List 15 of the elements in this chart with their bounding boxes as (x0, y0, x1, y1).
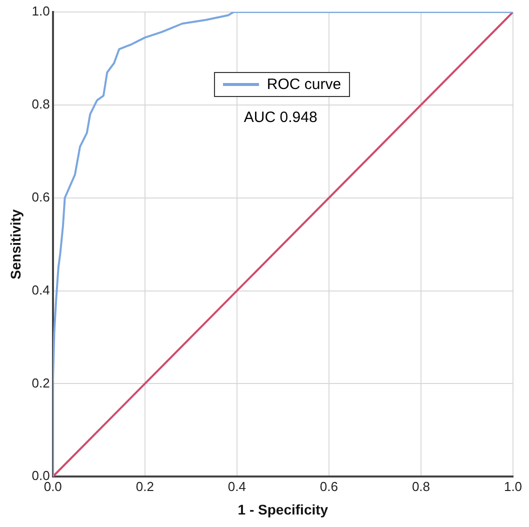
y-tick-label: 0.2 (32, 375, 50, 390)
legend-label: ROC curve (266, 76, 342, 94)
y-tick-label: 0.8 (32, 96, 50, 112)
x-axis-title: 1 - Specificity (238, 501, 328, 518)
y-tick-label: 0.0 (32, 468, 50, 484)
x-tick-label: 0.2 (136, 478, 154, 494)
annotation: AUC 0.948 (244, 109, 318, 126)
y-tick-label: 0.4 (32, 282, 50, 298)
x-tick-label: 0.8 (412, 478, 430, 494)
y-axis-title: Sensitivity (7, 209, 24, 280)
x-tick-label: 0.6 (320, 478, 338, 494)
x-tick-label: 0.4 (228, 478, 246, 494)
x-tick-label: 1.0 (504, 478, 522, 494)
y-tick-label: 0.6 (32, 189, 50, 204)
y-tick-label: 1.0 (32, 4, 50, 19)
